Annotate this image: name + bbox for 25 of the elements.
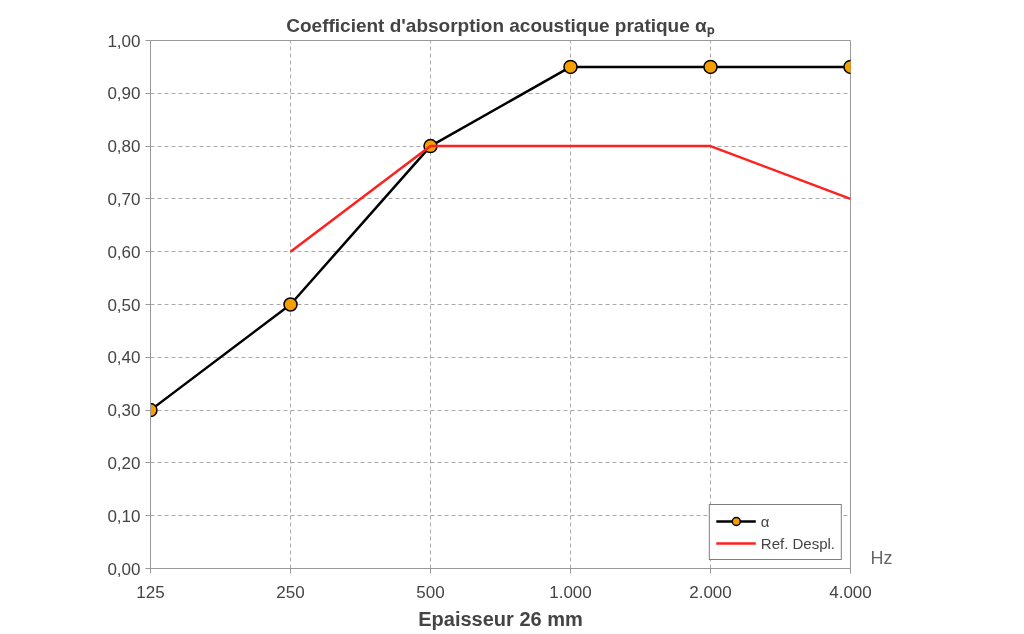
y-tick-label: 0,80 (107, 137, 141, 157)
chart-title: Coefficient d'absorption acoustique pratique αₚ (286, 14, 715, 37)
point (283, 297, 298, 312)
x-tick-label: 250 (276, 582, 305, 602)
y-tick-label: 0,00 (107, 559, 141, 579)
x-tick-label: 500 (416, 582, 445, 602)
y-tick-label: 0,10 (107, 506, 141, 526)
y-tick-label: 0,20 (107, 453, 141, 473)
x-tick-label: 1.000 (549, 582, 592, 602)
y-tick-label: 0,30 (107, 401, 141, 421)
text: Epaisseur 26 mm (418, 607, 583, 630)
point (563, 59, 578, 75)
y-tick-label: 1,00 (107, 31, 141, 51)
x-axis-title: Hz (870, 547, 893, 568)
y-tick-label: 0,60 (107, 242, 141, 262)
point (703, 59, 718, 75)
legend-label: α (760, 512, 771, 530)
x-tick-label: 4.000 (829, 582, 872, 602)
x-tick-label: 2.000 (689, 582, 732, 602)
x-tick-label: 125 (136, 582, 165, 602)
y-tick-label: 0,40 (107, 348, 141, 368)
y-tick-label: 0,50 (107, 295, 141, 315)
y-tick-label: 0,90 (107, 84, 141, 104)
y-tick-label: 0,70 (107, 189, 141, 209)
legend-label: Ref. Despl. (760, 534, 835, 552)
